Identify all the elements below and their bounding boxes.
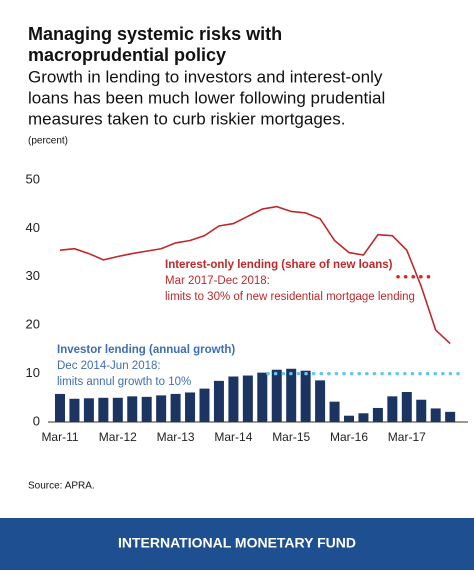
y-tick-label: 30 <box>26 268 40 283</box>
bar <box>141 396 152 422</box>
subtitle: loans has been much lower following prud… <box>28 88 385 107</box>
annotation: limits annul growth to 10% <box>57 376 191 388</box>
bar <box>185 392 196 422</box>
x-tick-label: Mar-11 <box>41 430 78 444</box>
bar <box>228 376 239 422</box>
subtitle: measures taken to curb riskier mortgages… <box>28 109 345 128</box>
bar <box>271 369 282 422</box>
annotation-heading: Investor lending (annual growth) <box>57 344 235 356</box>
bar <box>387 396 398 422</box>
annotation: Dec 2014-Jun 2018: <box>57 360 161 372</box>
bar <box>242 375 253 422</box>
x-tick-label: Mar-13 <box>157 430 195 444</box>
bar <box>83 398 94 422</box>
y-unit: (percent) <box>28 136 68 147</box>
y-tick-label: 10 <box>26 365 40 380</box>
bar <box>358 413 369 422</box>
footer: INTERNATIONAL MONETARY FUND <box>118 535 356 551</box>
bar <box>98 397 109 422</box>
bar <box>445 411 456 422</box>
y-tick-label: 40 <box>26 220 40 235</box>
bar <box>69 398 80 422</box>
bar <box>401 391 412 422</box>
bar <box>329 401 340 422</box>
bar <box>300 370 311 422</box>
source: Source: APRA. <box>28 481 95 492</box>
bar <box>127 396 138 422</box>
y-tick-label: 0 <box>33 413 40 428</box>
bar <box>112 397 123 422</box>
bar <box>170 393 181 422</box>
subtitle: Growth in lending to investors and inter… <box>28 67 383 86</box>
footer-bar <box>0 518 474 570</box>
bar <box>372 407 383 422</box>
annotation-heading: Interest-only lending (share of new loan… <box>165 259 393 271</box>
x-tick-label: Mar-15 <box>272 430 310 444</box>
line <box>59 205 451 345</box>
bar <box>199 388 210 422</box>
x-tick-label: Mar-17 <box>388 430 426 444</box>
x-tick-label: Mar-16 <box>330 430 368 444</box>
title: Managing systemic risks with <box>28 24 282 44</box>
y-tick-label: 20 <box>26 317 40 332</box>
bar <box>286 368 297 422</box>
bar <box>55 393 65 422</box>
x-tick-label: Mar-12 <box>99 430 137 444</box>
bar <box>416 399 427 422</box>
annotation: Mar 2017-Dec 2018: <box>165 275 270 287</box>
bar <box>156 395 167 422</box>
annotation: limits to 30% of new residential mortgag… <box>165 291 415 303</box>
bar <box>344 415 354 422</box>
bar <box>257 372 268 422</box>
title: macroprudential policy <box>28 45 226 65</box>
bar <box>430 408 441 422</box>
x-tick-label: Mar-14 <box>214 430 252 444</box>
y-tick-label: 50 <box>26 171 40 186</box>
bar <box>315 380 326 422</box>
bar <box>213 380 224 422</box>
